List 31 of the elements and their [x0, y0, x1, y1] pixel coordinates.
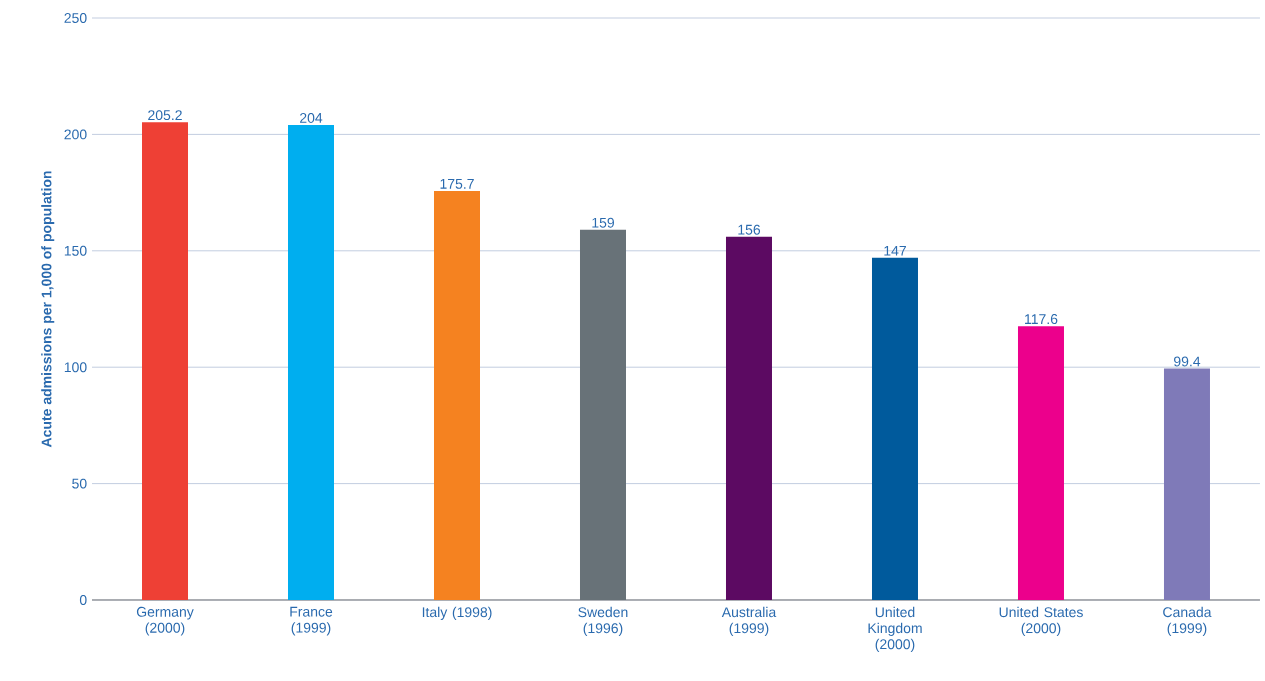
x-tick-label: Canada (1999) [1163, 606, 1212, 636]
bar [1163, 368, 1210, 600]
data-label: 175.7 [440, 179, 474, 189]
x-tick-label: France (1999) [290, 606, 333, 636]
bar [871, 257, 918, 600]
bar [725, 236, 772, 600]
y-tick-label: 50 [72, 478, 87, 489]
bar [580, 229, 626, 600]
data-label: 99.4 [1174, 356, 1201, 367]
y-tick-label: 200 [64, 129, 87, 140]
data-label: 159 [592, 217, 614, 228]
data-label: 156 [738, 224, 761, 235]
bar [1017, 326, 1064, 600]
y-axis-title: Acute admissions per 1,000 of population [41, 171, 55, 448]
x-tick-label: United States (2000) [999, 606, 1083, 636]
bar [288, 125, 334, 600]
data-label: 147 [884, 245, 906, 256]
x-tick-label: Germany (2000) [136, 606, 194, 636]
data-label: 204 [300, 112, 323, 123]
data-label: 117.6 [1025, 314, 1058, 325]
y-tick-label: 100 [64, 362, 87, 373]
bar [434, 190, 480, 600]
y-tick-label: 0 [79, 595, 87, 605]
x-tick-label: Sweden (1996) [578, 606, 628, 636]
y-tick-label: 150 [64, 245, 87, 256]
x-tick-label: Italy (1998) [422, 606, 492, 620]
x-tick-label: Australia (1999) [721, 606, 777, 636]
y-tick-label: 250 [64, 13, 87, 23]
data-label: 205.2 [148, 110, 182, 121]
bar [142, 122, 188, 600]
x-tick-label: United Kingdom (2000) [868, 606, 922, 652]
